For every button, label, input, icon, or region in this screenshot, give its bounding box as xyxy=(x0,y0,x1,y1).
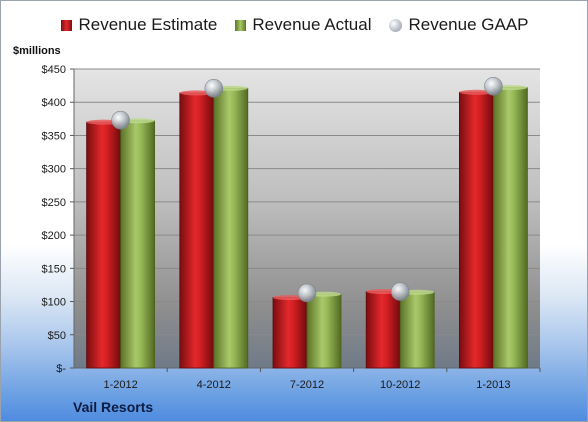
bar-revenue-estimate xyxy=(365,291,401,369)
bar-revenue-estimate xyxy=(179,92,215,369)
x-tick-label: 1-2012 xyxy=(103,379,137,391)
bar-revenue-actual xyxy=(492,87,528,369)
marker-revenue-gaap xyxy=(484,76,503,96)
marker-revenue-gaap xyxy=(390,282,410,301)
company-name: Vail Resorts xyxy=(73,399,154,415)
bar-revenue-estimate xyxy=(86,121,121,369)
bars xyxy=(86,85,528,369)
bar-revenue-estimate xyxy=(272,297,308,369)
legend: Revenue Estimate Revenue Actual Revenue … xyxy=(1,15,587,35)
y-tick-label: $50 xyxy=(48,330,66,342)
bar-revenue-estimate xyxy=(458,91,494,369)
y-tick-label: $400 xyxy=(42,97,66,109)
bar-top-highlight xyxy=(459,89,494,95)
bar-revenue-actual xyxy=(399,291,435,369)
y-tick-label: $300 xyxy=(42,164,66,176)
legend-label-estimate: Revenue Estimate xyxy=(78,15,218,34)
legend-swatch-estimate xyxy=(61,19,73,31)
marker-revenue-gaap xyxy=(204,78,224,98)
y-tick-label: $450 xyxy=(42,64,66,76)
y-tick-label: $100 xyxy=(42,297,66,309)
x-tick-label: 1-2013 xyxy=(476,379,510,391)
y-axis-ticks: $- $50 $100 $150 $200 $250 $300 $350 $400 $450 xyxy=(42,64,75,375)
y-axis-unit-label: $millions xyxy=(13,45,61,57)
bar-revenue-actual xyxy=(306,293,342,369)
legend-label-gaap: Revenue GAAP xyxy=(408,15,529,34)
y-tick-label: $- xyxy=(56,363,66,375)
legend-item-actual: Revenue Actual xyxy=(235,15,371,35)
x-tick-label: 10-2012 xyxy=(380,379,420,391)
legend-item-gaap: Revenue GAAP xyxy=(389,15,529,35)
legend-swatch-gaap xyxy=(389,18,403,32)
x-tick-label: 7-2012 xyxy=(290,379,324,391)
bar-revenue-actual xyxy=(213,87,249,369)
y-tick-label: $250 xyxy=(42,197,66,209)
bar-revenue-actual xyxy=(120,120,155,369)
x-axis-ticks: 1-2012 4-2012 7-2012 10-2012 1-2013 xyxy=(103,368,541,391)
y-tick-label: $150 xyxy=(42,263,66,275)
gaap-markers xyxy=(111,76,503,303)
marker-revenue-gaap xyxy=(111,110,130,130)
legend-item-estimate: Revenue Estimate xyxy=(61,15,217,35)
y-tick-label: $350 xyxy=(42,130,66,142)
marker-revenue-gaap xyxy=(297,283,317,303)
legend-swatch-actual xyxy=(235,19,247,31)
x-tick-label: 4-2012 xyxy=(197,379,231,391)
y-tick-label: $200 xyxy=(42,230,66,242)
legend-label-actual: Revenue Actual xyxy=(252,15,372,34)
